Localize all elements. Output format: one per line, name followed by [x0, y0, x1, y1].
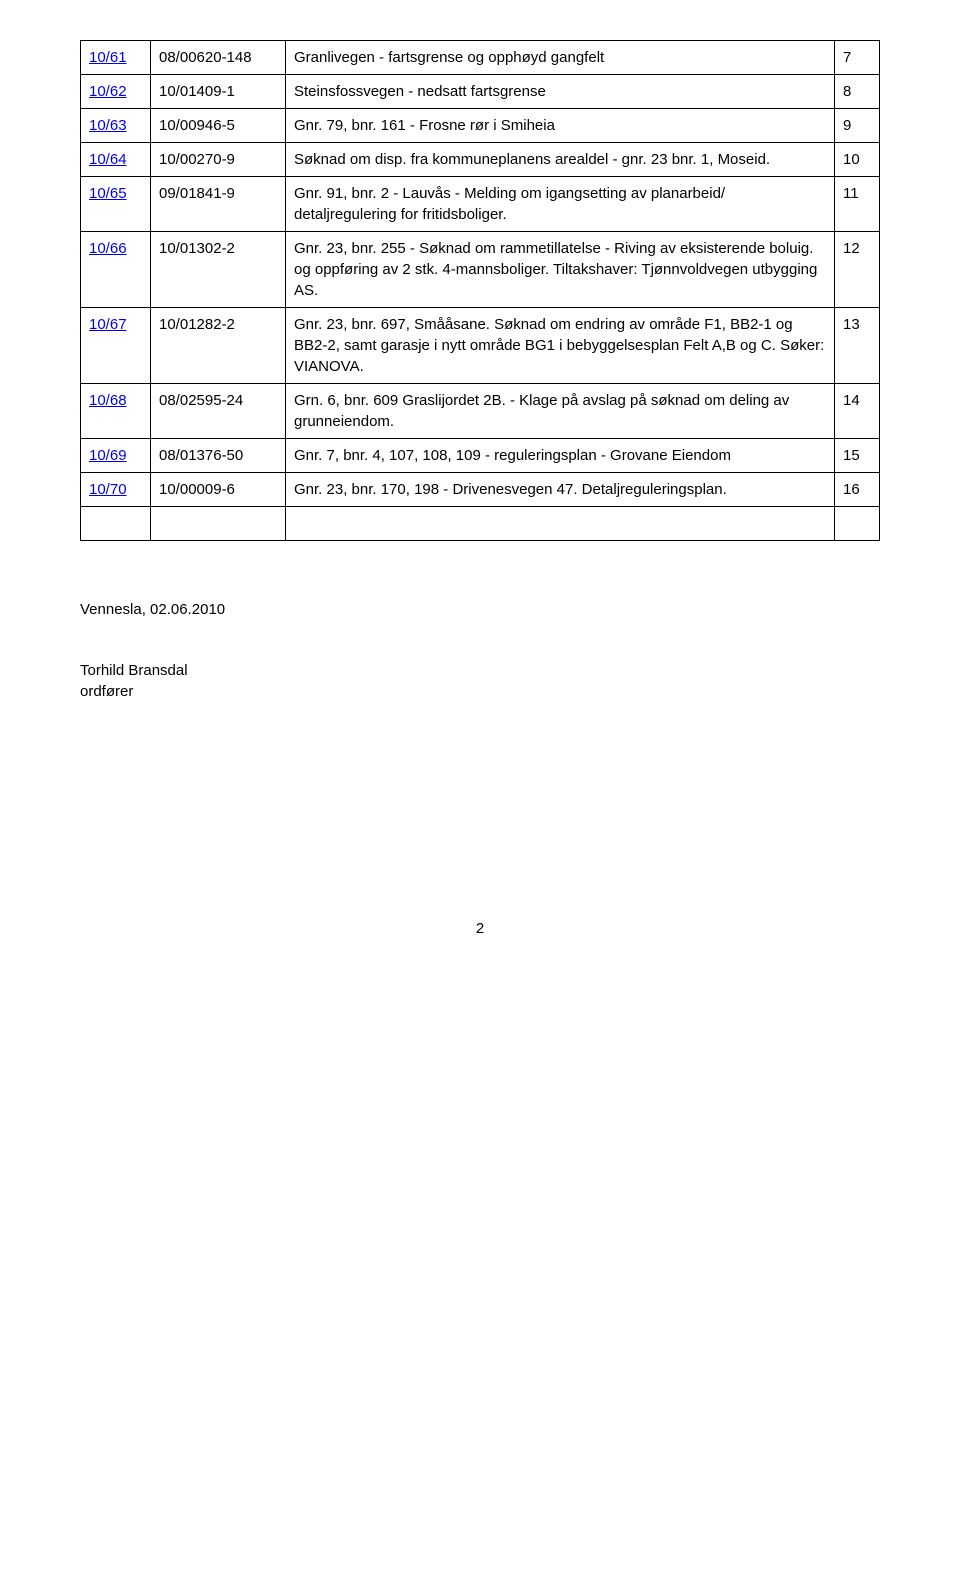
page-cell: 10	[835, 143, 880, 177]
table-row: 10/68 08/02595-24Grn. 6, bnr. 609 Graslij…	[81, 384, 880, 439]
reference-cell: 08/00620-148	[151, 41, 286, 75]
case-id-link[interactable]: 10/63	[89, 117, 127, 134]
reference-cell: 10/00270-9	[151, 143, 286, 177]
reference-cell: 10/01409-1	[151, 75, 286, 109]
agenda-table: 10/61 08/00620-148Granlivegen - fartsgren…	[80, 40, 880, 541]
empty-cell	[835, 507, 880, 541]
table-row: 10/67 10/01282-2Gnr. 23, bnr. 697, Smååsa…	[81, 308, 880, 384]
table-row: 10/69 08/01376-50Gnr. 7, bnr. 4, 107, 108…	[81, 439, 880, 473]
description-cell: Gnr. 91, bnr. 2 - Lauvås - Melding om ig…	[286, 177, 835, 232]
description-cell: Gnr. 23, bnr. 170, 198 - Drivenesvegen 4…	[286, 473, 835, 507]
case-id-link[interactable]: 10/69	[89, 447, 127, 464]
case-id-link[interactable]: 10/65	[89, 185, 127, 202]
reference-cell: 09/01841-9	[151, 177, 286, 232]
page-cell: 8	[835, 75, 880, 109]
description-cell: Gnr. 7, bnr. 4, 107, 108, 109 - reguleri…	[286, 439, 835, 473]
empty-cell	[286, 507, 835, 541]
page: 10/61 08/00620-148Granlivegen - fartsgren…	[0, 0, 960, 977]
reference-cell: 10/01282-2	[151, 308, 286, 384]
table-row	[81, 507, 880, 541]
description-cell: Steinsfossvegen - nedsatt fartsgrense	[286, 75, 835, 109]
case-id-link[interactable]: 10/64	[89, 151, 127, 168]
case-id-link[interactable]: 10/62	[89, 83, 127, 100]
case-id-cell: 10/65	[81, 177, 151, 232]
case-id-cell: 10/70	[81, 473, 151, 507]
page-cell: 7	[835, 41, 880, 75]
description-cell: Gnr. 23, bnr. 255 - Søknad om rammetilla…	[286, 232, 835, 308]
description-cell: Grn. 6, bnr. 609 Graslijordet 2B. - Klag…	[286, 384, 835, 439]
case-id-cell: 10/62	[81, 75, 151, 109]
reference-cell: 10/00009-6	[151, 473, 286, 507]
page-cell: 11	[835, 177, 880, 232]
page-cell: 14	[835, 384, 880, 439]
page-number: 2	[80, 920, 880, 937]
case-id-cell: 10/69	[81, 439, 151, 473]
case-id-cell: 10/64	[81, 143, 151, 177]
case-id-cell: 10/66	[81, 232, 151, 308]
description-cell: Gnr. 23, bnr. 697, Smååsane. Søknad om e…	[286, 308, 835, 384]
table-row: 10/63 10/00946-5Gnr. 79, bnr. 161 - Frosn…	[81, 109, 880, 143]
reference-cell: 10/01302-2	[151, 232, 286, 308]
case-id-link[interactable]: 10/61	[89, 49, 127, 66]
empty-cell	[151, 507, 286, 541]
case-id-cell: 10/67	[81, 308, 151, 384]
case-id-cell: 10/68	[81, 384, 151, 439]
reference-cell: 10/00946-5	[151, 109, 286, 143]
page-cell: 15	[835, 439, 880, 473]
signer-name: Torhild Bransdal	[80, 662, 880, 679]
table-row: 10/66 10/01302-2Gnr. 23, bnr. 255 - Søkna…	[81, 232, 880, 308]
table-row: 10/70 10/00009-6Gnr. 23, bnr. 170, 198 - …	[81, 473, 880, 507]
reference-cell: 08/02595-24	[151, 384, 286, 439]
footer-block: Vennesla, 02.06.2010 Torhild Bransdal or…	[80, 601, 880, 700]
signer-title: ordfører	[80, 683, 880, 700]
empty-cell	[81, 507, 151, 541]
description-cell: Granlivegen - fartsgrense og opphøyd gan…	[286, 41, 835, 75]
table-row: 10/65 09/01841-9Gnr. 91, bnr. 2 - Lauvås …	[81, 177, 880, 232]
table-row: 10/61 08/00620-148Granlivegen - fartsgren…	[81, 41, 880, 75]
table-row: 10/62 10/01409-1Steinsfossvegen - nedsatt…	[81, 75, 880, 109]
case-id-link[interactable]: 10/70	[89, 481, 127, 498]
case-id-cell: 10/61	[81, 41, 151, 75]
page-cell: 16	[835, 473, 880, 507]
case-id-cell: 10/63	[81, 109, 151, 143]
description-cell: Gnr. 79, bnr. 161 - Frosne rør i Smiheia	[286, 109, 835, 143]
case-id-link[interactable]: 10/66	[89, 240, 127, 257]
page-cell: 9	[835, 109, 880, 143]
page-cell: 13	[835, 308, 880, 384]
case-id-link[interactable]: 10/67	[89, 316, 127, 333]
case-id-link[interactable]: 10/68	[89, 392, 127, 409]
table-row: 10/64 10/00270-9Søknad om disp. fra kommu…	[81, 143, 880, 177]
page-cell: 12	[835, 232, 880, 308]
place-date: Vennesla, 02.06.2010	[80, 601, 880, 618]
description-cell: Søknad om disp. fra kommuneplanens areal…	[286, 143, 835, 177]
reference-cell: 08/01376-50	[151, 439, 286, 473]
